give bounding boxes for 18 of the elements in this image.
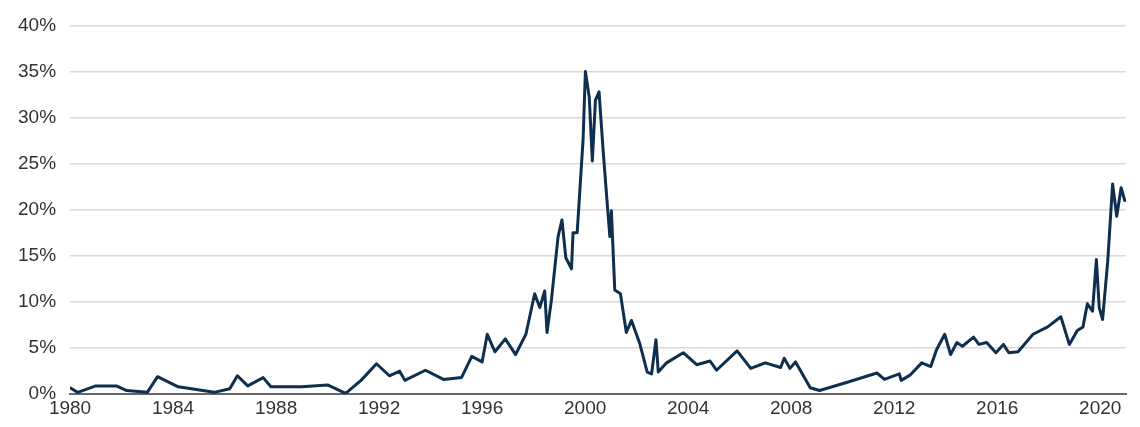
y-tick-label: 35% [18,59,57,81]
x-tick-label: 2012 [873,396,916,418]
x-tick-label: 1988 [254,396,298,418]
y-tick-label: 40% [18,13,57,35]
y-tick-label: 5% [28,336,57,358]
y-tick-label: 10% [18,290,57,312]
y-tick-label: 30% [18,105,57,127]
x-tick-label: 2004 [667,396,710,418]
y-tick-label: 25% [18,151,57,173]
x-tick-label: 1984 [151,396,195,418]
x-tick-label: 1992 [357,396,401,418]
y-tick-label: 15% [18,244,57,266]
y-tick-label: 20% [18,198,57,220]
x-tick-label: 2016 [976,396,1019,418]
x-tick-label: 2000 [564,396,607,418]
x-tick-label: 2008 [770,396,813,418]
x-tick-label: 2020 [1079,396,1122,418]
x-tick-label: 1996 [460,396,504,418]
